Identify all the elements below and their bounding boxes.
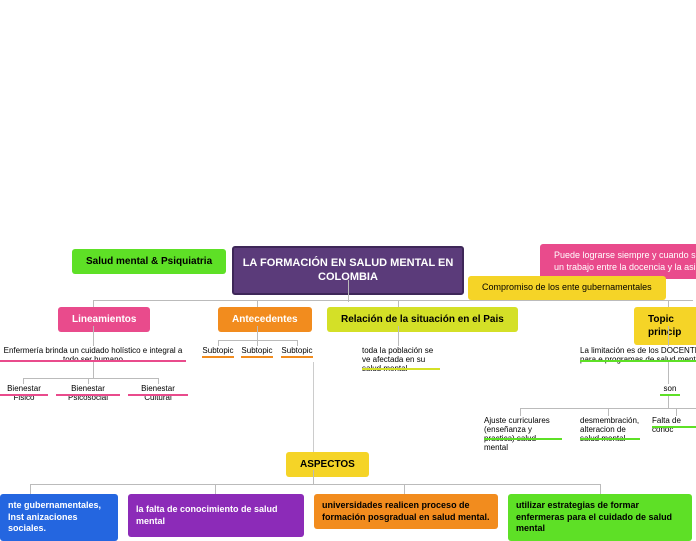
leaf-falta: Falta de conoc <box>652 416 696 434</box>
connector <box>676 408 677 416</box>
node-aspectos[interactable]: ASPECTOS <box>286 452 369 477</box>
underline <box>241 356 273 358</box>
underline <box>56 394 120 396</box>
node-puede-lograrse[interactable]: Puede lograrse siempre y cuando se un tr… <box>540 244 696 279</box>
connector <box>520 408 521 416</box>
underline <box>484 438 562 440</box>
connector <box>398 326 399 346</box>
connector <box>93 362 94 378</box>
node-compromiso[interactable]: Compromiso de los ente gubernamentales <box>468 276 666 300</box>
leaf-bienestar-psicosocial: Bienestar Psicosocial <box>56 384 120 402</box>
connector <box>23 378 158 379</box>
connector <box>404 484 405 494</box>
underline <box>652 426 696 428</box>
connector <box>30 484 31 494</box>
underline <box>0 394 48 396</box>
underline <box>362 368 440 370</box>
connector <box>348 280 349 302</box>
connector <box>608 408 609 416</box>
node-lineamientos[interactable]: Lineamientos <box>58 307 150 332</box>
connector <box>668 326 669 346</box>
connector <box>93 326 94 346</box>
underline <box>202 356 234 358</box>
node-topic-principal[interactable]: Topic princip <box>634 307 696 345</box>
node-antecedentes[interactable]: Antecedentes <box>218 307 312 332</box>
aspect-leaf-2[interactable]: la falta de conocimiento de salud mental <box>128 494 304 537</box>
connector <box>668 362 669 384</box>
aspect-leaf-3[interactable]: universidades realicen proceso de formac… <box>314 494 498 529</box>
leaf-subtopic-1: Subtopic <box>202 346 234 355</box>
underline <box>281 356 313 358</box>
connector <box>668 396 669 408</box>
son-label: son <box>660 384 680 393</box>
leaf-bienestar-fisico: Bienestar Fisico <box>0 384 48 402</box>
connector <box>257 326 258 340</box>
connector <box>218 340 298 341</box>
underline <box>660 394 680 396</box>
underline <box>580 360 696 362</box>
node-relacion[interactable]: Relación de la situación en el Pais <box>327 307 518 332</box>
connector <box>313 362 314 452</box>
connector <box>30 484 600 485</box>
connector <box>215 484 216 494</box>
leaf-subtopic-2: Subtopic <box>241 346 273 355</box>
aspect-leaf-1[interactable]: nte gubernamentales, Inst anizaciones so… <box>0 494 118 541</box>
underline <box>580 438 640 440</box>
connector <box>600 484 601 494</box>
leaf-bienestar-cultural: Bienestar Cultural <box>128 384 188 402</box>
aspect-leaf-4[interactable]: utilizar estrategias de formar enfermera… <box>508 494 692 541</box>
connector <box>93 300 693 301</box>
leaf-ajuste: Ajuste curriculares (enseñanza y practic… <box>484 416 562 452</box>
connector <box>313 470 314 484</box>
node-salud-mental[interactable]: Salud mental & Psiquiatria <box>72 249 226 274</box>
underline <box>128 394 188 396</box>
leaf-subtopic-3: Subtopic <box>281 346 313 355</box>
